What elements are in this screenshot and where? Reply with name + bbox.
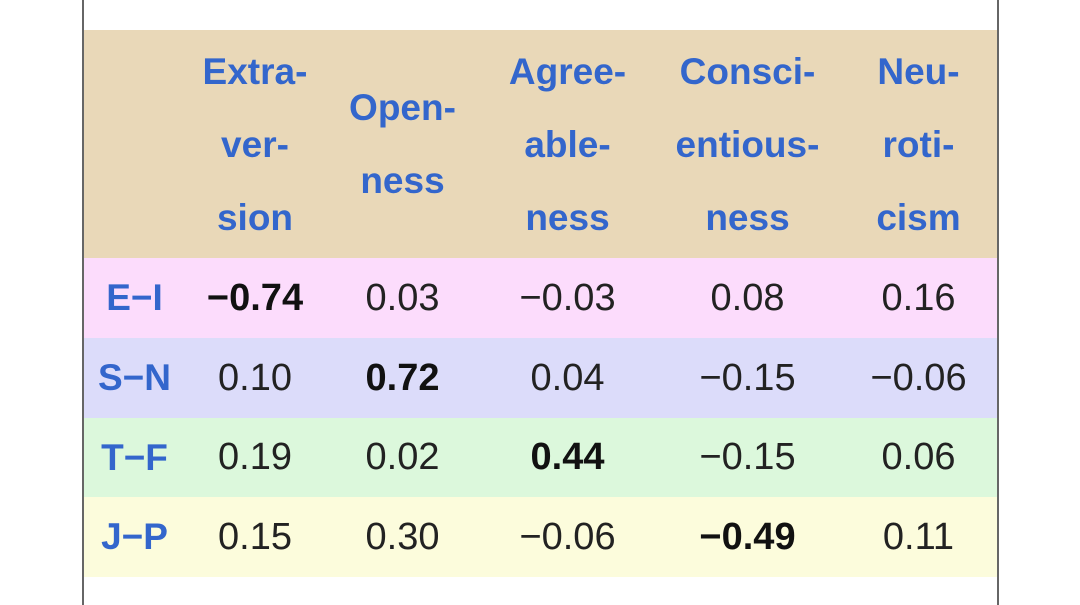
column-header: Agree-able-ness (480, 30, 655, 258)
row-label: T−F (101, 436, 168, 478)
header-line: sion (216, 196, 294, 238)
header-line: cism (876, 196, 961, 238)
cell-value: 0.03 (365, 276, 440, 319)
header-line: Agree- (508, 50, 627, 92)
column-header: Open-ness (325, 30, 480, 258)
cell-value: −0.06 (519, 515, 616, 558)
cell-value: 0.08 (710, 276, 785, 319)
cell-value: −0.15 (699, 356, 796, 399)
cell-value: −0.49 (699, 515, 796, 558)
table-frame (82, 0, 999, 605)
header-line: roti- (882, 123, 955, 165)
cell-value: 0.11 (882, 515, 955, 558)
row (84, 418, 997, 497)
row-label: J−P (101, 516, 168, 557)
row (84, 258, 997, 338)
row (84, 338, 997, 418)
column-header: Consci-entious-ness (655, 30, 840, 258)
cell-value: 0.06 (881, 436, 956, 478)
header-line: Neu- (877, 50, 960, 92)
cell-value: −0.03 (519, 276, 616, 319)
header-line: ness (360, 160, 445, 201)
header-line: Consci- (679, 50, 816, 92)
cell-value: 0.10 (218, 356, 292, 399)
cell-value: 0.02 (365, 436, 440, 478)
header-row (84, 30, 997, 258)
header-line: Extra- (202, 50, 308, 92)
cell-value: −0.15 (699, 436, 796, 478)
cell-value: 0.72 (365, 356, 440, 399)
cell-value: 0.19 (218, 436, 292, 478)
cell-value: −0.74 (206, 276, 304, 319)
row-label: S−N (97, 357, 171, 398)
cell-value: 0.15 (218, 515, 292, 558)
header-line: ness (705, 196, 790, 238)
row-label: E−I (106, 277, 163, 318)
header-line: ver- (221, 123, 289, 165)
header-line: Open- (349, 87, 456, 128)
cell-value: 0.04 (530, 356, 605, 399)
header-line: able- (524, 123, 611, 165)
cell-value: 0.16 (881, 276, 956, 319)
cell-value: −0.06 (870, 356, 967, 399)
header-line: ness (525, 196, 610, 238)
column-header: Neu-roti-cism (840, 30, 997, 258)
header-line: entious- (675, 123, 820, 165)
column-header: Extra-ver-sion (185, 30, 325, 258)
row (84, 497, 997, 577)
cell-value: 0.30 (365, 515, 440, 558)
cell-value: 0.44 (530, 436, 605, 478)
